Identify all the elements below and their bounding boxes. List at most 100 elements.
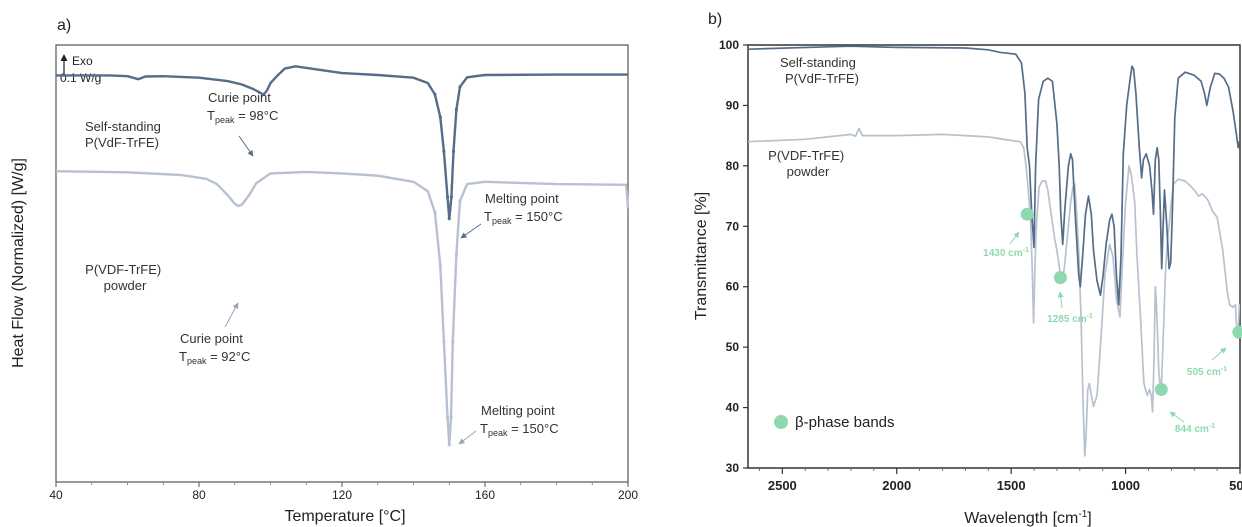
annotation-curie-bottom-arrow	[224, 302, 239, 328]
annotation-curie-top-line1: Curie point	[208, 90, 271, 105]
dsc-melt-point	[449, 195, 453, 199]
a-x-tick-label: 40	[49, 488, 63, 502]
beta-band-label: 1285 cm-1	[1047, 313, 1093, 325]
beta-band-arrow	[1169, 411, 1185, 423]
exo-arrow-head	[60, 54, 68, 61]
annotation-melt-bottom-line1: Melting point	[481, 403, 555, 418]
b-x-tick-label: 1000	[1111, 478, 1140, 493]
annotation-melt-top: Melting point Tpeak = 150°C	[460, 191, 563, 239]
dsc-melt-point	[454, 252, 458, 256]
beta-band-label: 844 cm-1	[1175, 423, 1215, 435]
panel-a-y-axis-label: Heat Flow (Normalized) [W/g]	[10, 158, 27, 368]
series-self-standing-ftir-line	[747, 45, 1241, 306]
dsc-melt-point	[447, 443, 451, 447]
annotation-melt-top-line1: Melting point	[485, 191, 559, 206]
b-y-tick-label: 100	[719, 38, 739, 52]
exo-label: Exo	[72, 54, 93, 68]
series-label-powder-b: P(VDF-TrFE) powder	[768, 148, 848, 179]
beta-band-arrow	[1211, 347, 1227, 361]
annotation-melt-bottom-line2: Tpeak = 150°C	[480, 421, 559, 438]
beta-band-arrow	[1009, 231, 1020, 245]
series-label-self-standing-a-line2: P(VdF-TrFE)	[85, 135, 159, 150]
dsc-melt-point	[458, 85, 462, 89]
series-label-self-standing-b-line1: Self-standing	[780, 55, 856, 70]
series-label-self-standing-a-line1: Self-standing	[85, 119, 161, 134]
panel-b-y-axis: 30 40 50 60 70 80 90 100	[719, 38, 748, 475]
a-x-tick-label: 160	[475, 488, 495, 502]
series-label-powder-a-line2: powder	[104, 278, 147, 293]
dsc-melt-point	[433, 210, 437, 214]
dsc-melt-point	[445, 415, 450, 419]
annotation-curie-top-line2: Tpeak = 98°C	[207, 108, 278, 125]
b-y-tick-label: 40	[726, 401, 740, 415]
dsc-melt-point	[442, 339, 446, 343]
dsc-melt-point	[447, 217, 451, 221]
b-x-tick-label: 2000	[882, 478, 911, 493]
b-y-tick-label: 30	[726, 461, 740, 475]
dsc-melt-point	[451, 339, 455, 343]
annotation-melt-top-arrow	[460, 223, 482, 239]
b-x-tick-label: 1500	[997, 478, 1026, 493]
panel-b-plot-frame	[747, 44, 1241, 469]
legend-label: β-phase bands	[795, 414, 895, 431]
scale-bar-value: 0.1 W/g	[60, 71, 101, 85]
series-self-standing-dsc-line	[56, 65, 628, 220]
panel-a-series	[55, 65, 630, 447]
annotation-curie-bottom-line1: Curie point	[180, 331, 243, 346]
series-label-powder-b-line2: powder	[787, 164, 830, 179]
panel-b-x-axis-label: Wavelength [cm-1]	[964, 509, 1091, 527]
b-y-tick-label: 80	[726, 159, 740, 173]
series-label-self-standing-b: Self-standing P(VdF-TrFE)	[780, 55, 860, 86]
a-x-tick-label: 200	[618, 488, 638, 502]
annotation-melt-bottom-arrow	[458, 430, 477, 445]
annotation-melt-top-line2: Tpeak = 150°C	[484, 209, 563, 226]
annotation-curie-bottom: Curie point Tpeak = 92°C	[179, 302, 250, 366]
panel-a-x-axis-label: Temperature [°C]	[284, 508, 405, 525]
panel-a-x-axis: 40 80 120 160 200	[49, 482, 638, 502]
b-x-tick-label: 500	[1229, 478, 1242, 493]
panel-b: b) 30 40 50 60 70 80 90 100 2500 2000 1500 1000 500…	[693, 11, 1242, 527]
panel-a-label: a)	[57, 17, 71, 34]
series-label-self-standing-b-line2: P(VdF-TrFE)	[785, 71, 859, 86]
panel-b-label: b)	[708, 11, 722, 28]
dsc-melt-point	[442, 149, 446, 153]
annotation-curie-bottom-line2: Tpeak = 92°C	[179, 349, 250, 366]
a-x-tick-label: 120	[332, 488, 352, 502]
annotation-curie-top: Curie point Tpeak = 98°C	[207, 90, 278, 157]
series-label-self-standing-a: Self-standing P(VdF-TrFE)	[85, 119, 165, 150]
dsc-melt-point	[458, 199, 462, 203]
dsc-melt-point	[445, 195, 450, 199]
panel-a: a) 40 80 120 160 200 Temperature [°C] Heat F…	[10, 17, 638, 525]
b-y-tick-label: 60	[726, 280, 740, 294]
legend: β-phase bands	[774, 414, 895, 431]
legend-marker	[774, 415, 788, 429]
beta-band-marker	[1232, 325, 1242, 339]
beta-band-label: 1430 cm-1	[983, 247, 1029, 259]
panel-b-y-axis-label: Transmittance [%]	[693, 192, 710, 320]
b-y-tick-label: 90	[726, 98, 740, 112]
annotation-melt-bottom: Melting point Tpeak = 150°C	[458, 403, 559, 445]
a-x-tick-label: 80	[192, 488, 206, 502]
panel-b-beta-bands: 1430 cm-1 1285 cm-1 844 cm-1 505 cm-1	[983, 207, 1242, 435]
annotation-curie-top-arrow	[238, 135, 254, 157]
series-label-powder-a: P(VDF-TrFE) powder	[85, 262, 165, 293]
series-powder-ftir-line	[747, 127, 1241, 457]
b-y-tick-label: 50	[726, 340, 740, 354]
dsc-melt-point	[433, 92, 437, 96]
beta-band-marker	[1020, 207, 1034, 221]
series-label-powder-b-line1: P(VDF-TrFE)	[768, 148, 844, 163]
b-y-tick-label: 70	[726, 219, 740, 233]
panel-b-series	[747, 45, 1241, 457]
dsc-melt-point	[454, 108, 458, 112]
beta-band-label: 505 cm-1	[1187, 366, 1227, 378]
beta-band-marker	[1154, 382, 1168, 396]
dsc-melt-point	[449, 415, 453, 419]
b-x-tick-label: 2500	[768, 478, 797, 493]
beta-band-marker	[1053, 271, 1067, 285]
dsc-melt-point	[438, 263, 442, 267]
dsc-melt-point	[438, 115, 442, 119]
beta-band-arrow	[1057, 291, 1064, 309]
dsc-melt-point	[451, 149, 456, 153]
panel-b-x-axis: 2500 2000 1500 1000 500	[759, 468, 1242, 493]
series-label-powder-a-line1: P(VDF-TrFE)	[85, 262, 161, 277]
